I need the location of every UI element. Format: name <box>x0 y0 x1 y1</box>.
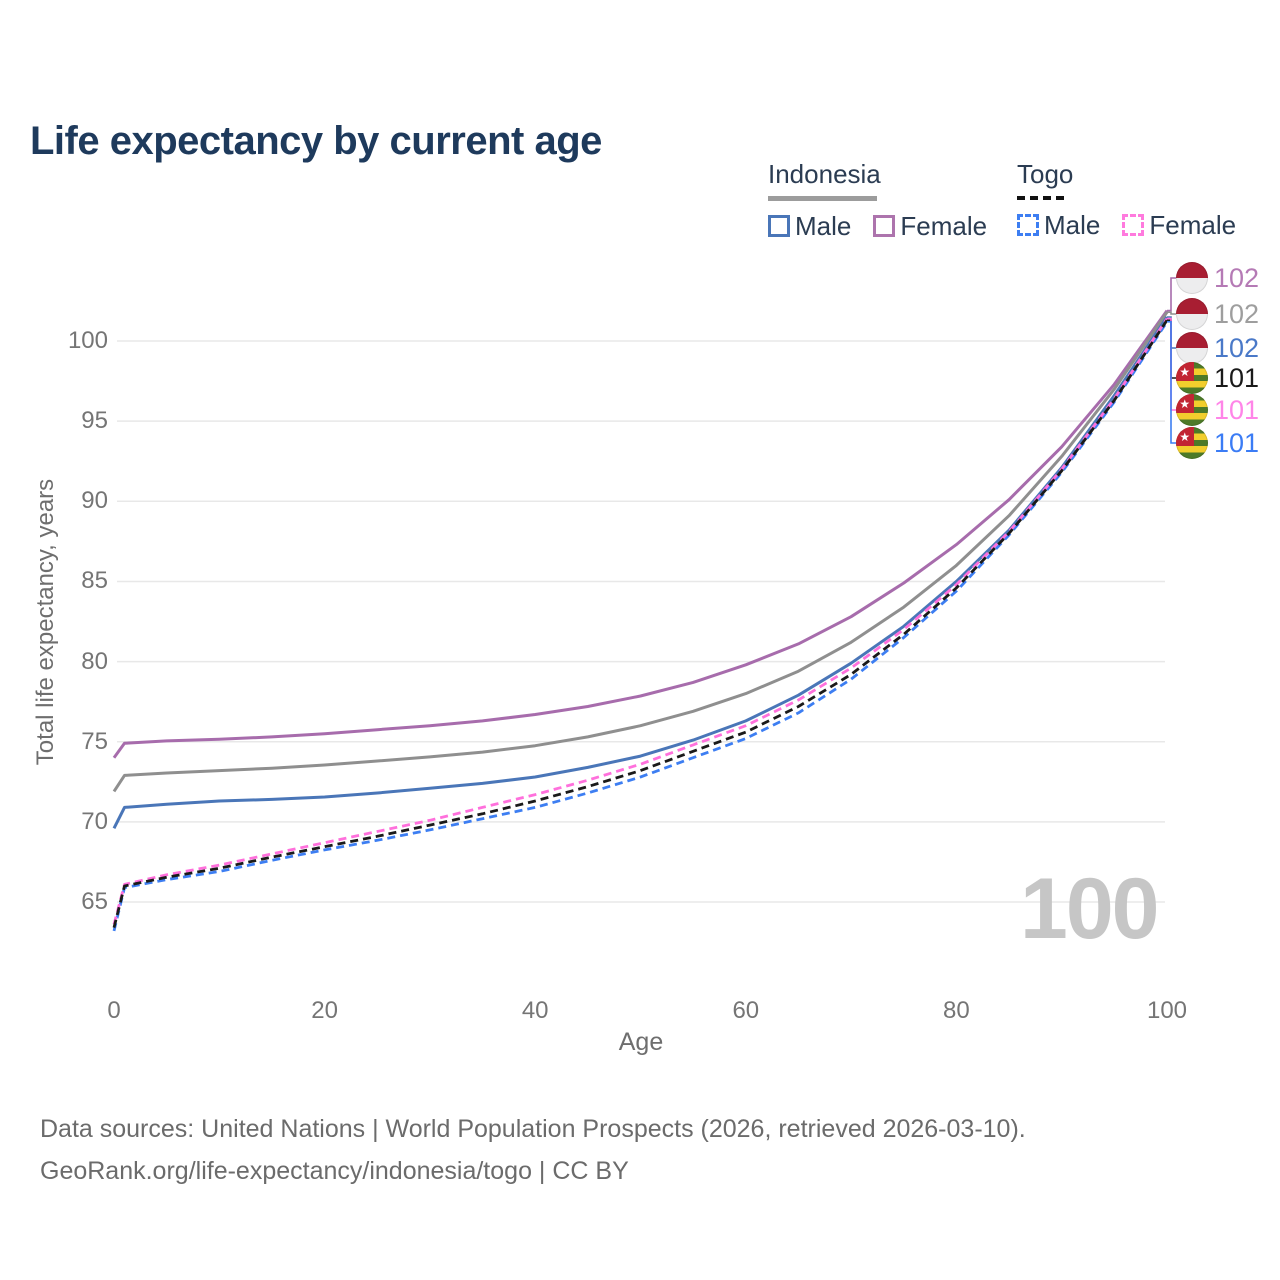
checkbox-togo-male[interactable] <box>1017 214 1039 237</box>
legend-line-sample-togo <box>1017 195 1067 200</box>
end-label-value: 102 <box>1214 299 1260 329</box>
legend-item-togo-female[interactable]: Female <box>1122 210 1236 241</box>
x-tick-label-80: 80 <box>943 997 970 1024</box>
y-tick-label-75: 75 <box>81 727 108 755</box>
series-line-togo_female <box>112 317 1169 925</box>
y-tick-label-85: 85 <box>81 567 108 595</box>
flag-icon-indonesia <box>1176 262 1208 294</box>
checkbox-togo-female[interactable] <box>1122 214 1145 237</box>
end-label-indonesia_both: 102 <box>1176 298 1259 330</box>
end-label-indonesia_female: 102 <box>1176 262 1259 294</box>
end-label-value: 101 <box>1214 363 1260 393</box>
leader-line-indonesia_both <box>1167 311 1176 315</box>
y-tick-label-70: 70 <box>81 807 108 835</box>
legend-group-togo: Togo Male Female <box>1017 160 1258 241</box>
footer-data-sources: Data sources: United Nations | World Pop… <box>40 1115 1026 1143</box>
x-tick-label-60: 60 <box>732 997 760 1024</box>
y-tick-label-100: 100 <box>67 327 108 355</box>
leader-line-togo_male <box>1167 321 1176 444</box>
legend-item-togo-male[interactable]: Male <box>1017 210 1100 241</box>
togo-star-icon: ★ <box>1179 429 1191 444</box>
y-tick-label-65: 65 <box>81 888 108 915</box>
flag-icon-togo: ★ <box>1176 362 1208 394</box>
legend-line-sample-indonesia <box>768 195 877 201</box>
y-axis-title: Total life expectancy, years <box>32 478 59 766</box>
togo-star-icon: ★ <box>1179 364 1191 379</box>
x-tick-label-20: 20 <box>311 997 338 1024</box>
legend-country-togo: Togo <box>1017 159 1074 189</box>
end-label-togo_male: ★ 101 <box>1176 427 1259 459</box>
x-tick-label-100: 100 <box>1146 997 1188 1024</box>
footer: Data sources: United Nations | World Pop… <box>40 1108 1026 1192</box>
flag-icon-indonesia <box>1176 332 1208 364</box>
age-watermark: 100 <box>1020 861 1160 957</box>
x-tick-label-40: 40 <box>521 997 549 1024</box>
end-label-togo_both: ★ 101 <box>1176 362 1259 394</box>
flag-icon-togo: ★ <box>1176 427 1208 459</box>
series-line-indonesia_both <box>112 311 1169 793</box>
series-line-togo_male <box>112 321 1169 932</box>
page-title: Life expectancy by current age <box>30 118 602 163</box>
end-label-value: 101 <box>1214 395 1260 425</box>
end-label-value: 102 <box>1214 263 1260 293</box>
togo-canton: ★ <box>1176 427 1194 447</box>
end-label-indonesia_male: 102 <box>1176 332 1259 364</box>
footer-attribution: GeoRank.org/life-expectancy/indonesia/to… <box>40 1157 629 1185</box>
leader-line-indonesia_female <box>1167 277 1176 312</box>
end-label-togo_female: ★ 101 <box>1176 394 1259 426</box>
series-line-indonesia_female <box>112 309 1169 759</box>
legend-item-indonesia-male[interactable]: Male <box>768 211 851 242</box>
x-axis-title: Age <box>618 1028 664 1056</box>
togo-canton: ★ <box>1176 394 1194 414</box>
legend-label-indonesia-male: Male <box>795 210 852 241</box>
x-tick-label-0: 0 <box>107 997 121 1024</box>
end-label-value: 101 <box>1214 428 1260 458</box>
series-line-indonesia_male <box>112 316 1169 829</box>
legend-label-togo-female: Female <box>1149 209 1237 240</box>
y-tick-label-95: 95 <box>81 407 108 435</box>
togo-star-icon: ★ <box>1179 396 1191 411</box>
legend-label-indonesia-female: Female <box>900 210 988 241</box>
legend-group-indonesia: Indonesia Male Female <box>768 160 1009 242</box>
togo-canton: ★ <box>1176 362 1194 382</box>
y-tick-label-80: 80 <box>81 647 108 675</box>
y-tick-label-90: 90 <box>81 487 108 515</box>
legend-country-indonesia: Indonesia <box>768 159 881 189</box>
end-label-value: 102 <box>1214 333 1260 363</box>
series-line-togo_both <box>112 319 1169 928</box>
legend-item-indonesia-female[interactable]: Female <box>873 211 987 242</box>
flag-icon-indonesia <box>1176 298 1208 330</box>
checkbox-indonesia-male[interactable] <box>768 215 790 238</box>
flag-icon-togo: ★ <box>1176 394 1208 426</box>
checkbox-indonesia-female[interactable] <box>873 215 896 238</box>
legend-label-togo-male: Male <box>1044 209 1101 240</box>
